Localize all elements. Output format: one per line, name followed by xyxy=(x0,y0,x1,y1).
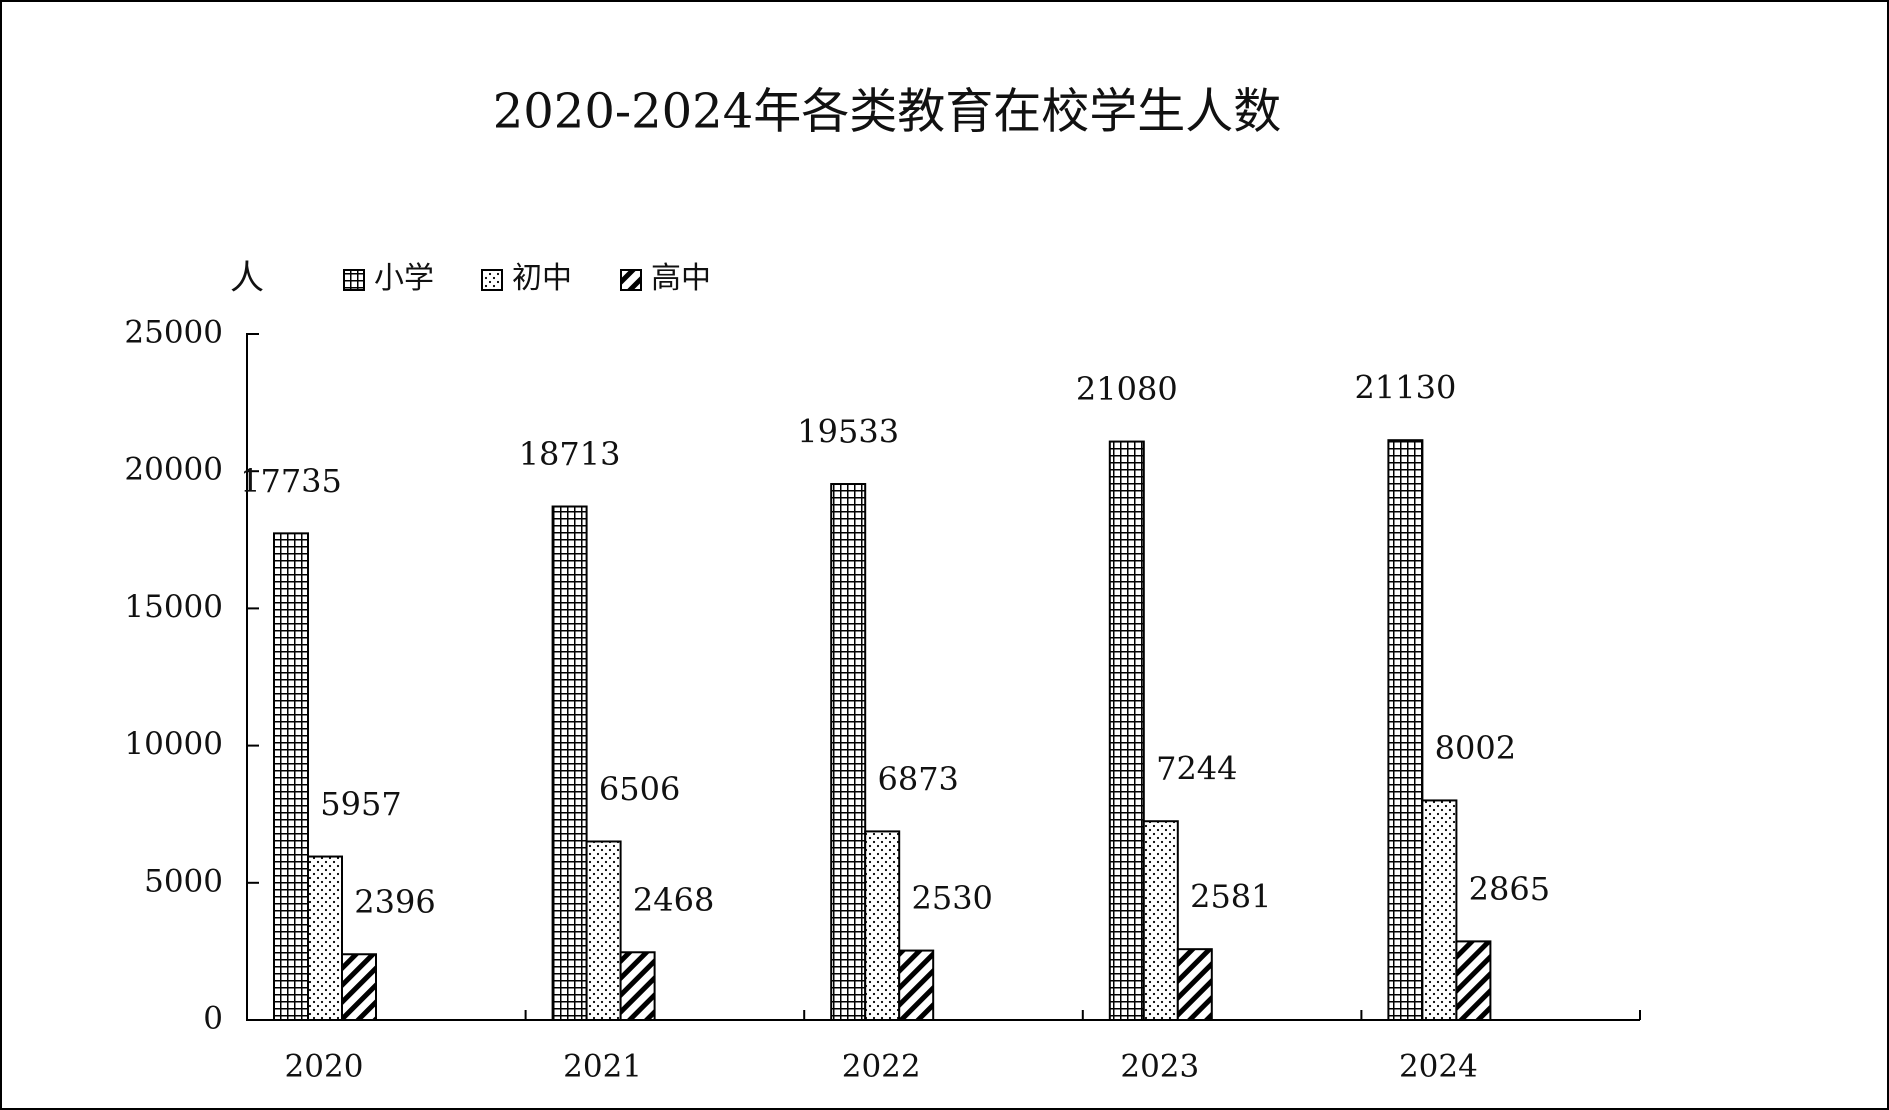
value-label: 6506 xyxy=(599,770,680,808)
legend-swatch xyxy=(481,269,503,291)
y-tick-label: 20000 xyxy=(124,452,223,488)
x-tick-label: 2022 xyxy=(842,1049,921,1085)
legend-label: 高中 xyxy=(651,261,711,296)
legend-label: 初中 xyxy=(512,261,572,296)
bar xyxy=(830,483,867,1021)
value-label: 21080 xyxy=(1076,370,1178,408)
bar xyxy=(864,830,901,1022)
value-label: 8002 xyxy=(1435,729,1516,767)
bar xyxy=(898,949,935,1021)
bar xyxy=(307,855,343,1021)
value-label: 2581 xyxy=(1190,878,1271,916)
y-axis-label: 人 xyxy=(230,258,264,298)
bar xyxy=(273,532,309,1022)
bar xyxy=(341,953,377,1022)
bar xyxy=(1387,439,1424,1021)
legend-swatch xyxy=(343,269,365,291)
bar xyxy=(551,505,588,1022)
y-tick-label: 25000 xyxy=(124,315,223,351)
value-label: 2530 xyxy=(911,879,992,917)
bar xyxy=(1421,799,1458,1021)
x-tick-label: 2024 xyxy=(1399,1049,1478,1085)
legend-swatch xyxy=(620,269,642,291)
bar xyxy=(1142,820,1179,1022)
y-tick-label: 10000 xyxy=(124,726,223,762)
value-label: 2396 xyxy=(354,883,435,921)
value-label: 21130 xyxy=(1355,369,1457,407)
value-label: 6873 xyxy=(877,760,958,798)
bar xyxy=(619,951,656,1021)
value-label: 18713 xyxy=(519,435,621,473)
value-label: 7244 xyxy=(1156,750,1237,788)
bar xyxy=(1455,940,1492,1021)
x-tick-label: 2020 xyxy=(285,1049,364,1085)
y-tick-label: 5000 xyxy=(144,863,223,899)
y-tick-label: 0 xyxy=(203,1001,223,1037)
value-label: 2468 xyxy=(633,881,714,919)
value-label: 17735 xyxy=(240,462,342,500)
chart-title: 2020-2024年各类教育在校学生人数 xyxy=(493,84,1282,140)
value-label: 5957 xyxy=(320,785,401,823)
value-label: 19533 xyxy=(797,413,899,451)
x-tick-label: 2023 xyxy=(1120,1049,1199,1085)
bar xyxy=(1176,948,1213,1022)
bar xyxy=(585,840,622,1021)
legend-label: 小学 xyxy=(374,261,434,296)
x-tick-label: 2021 xyxy=(563,1049,642,1085)
y-tick-label: 15000 xyxy=(124,589,223,625)
value-label: 2865 xyxy=(1469,870,1550,908)
bar xyxy=(1108,440,1145,1021)
